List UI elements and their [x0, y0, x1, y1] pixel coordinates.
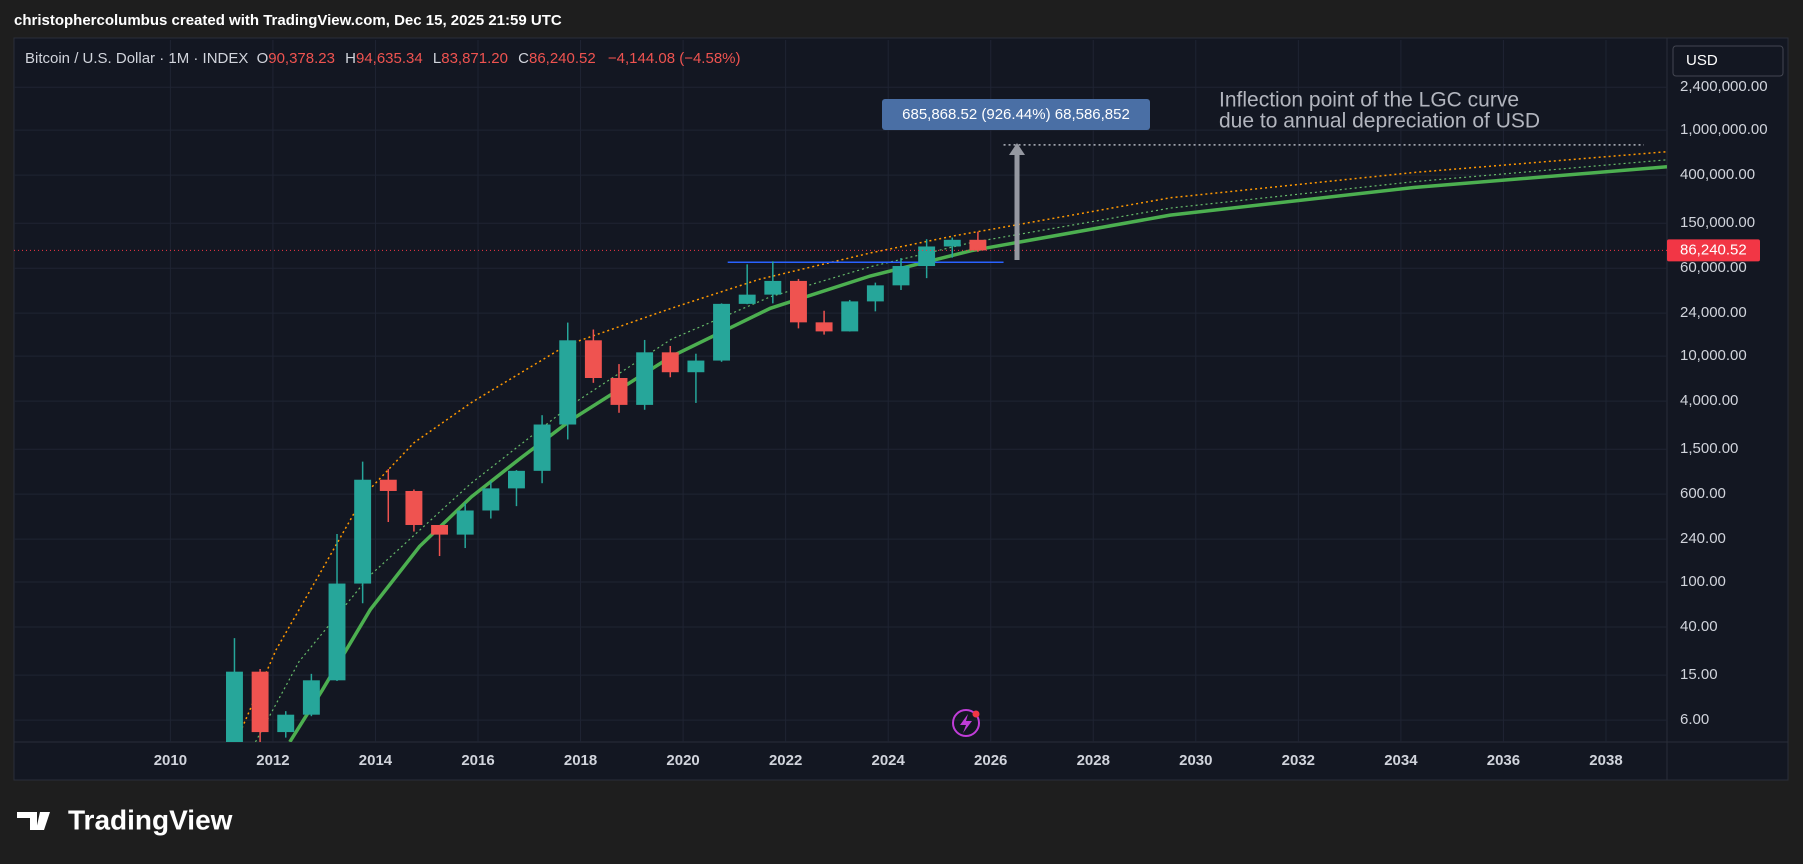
annotation: Inflection point of the LGC curve	[1219, 89, 1519, 112]
candle-body	[379, 479, 397, 491]
y-tick-label: 10,000.00	[1680, 347, 1747, 364]
chart-panel	[13, 37, 1789, 781]
legend-key: L	[433, 50, 441, 67]
last-price-badge	[1667, 239, 1760, 262]
y-tick-label: 60,000.00	[1680, 259, 1747, 276]
candle-body	[251, 671, 269, 733]
x-tick-label: 2030	[1179, 752, 1212, 769]
x-tick-label: 2026	[974, 752, 1007, 769]
candle-body	[482, 488, 500, 511]
candle-body	[764, 280, 782, 295]
x-tick-label: 2012	[256, 752, 289, 769]
candle-body	[328, 583, 346, 681]
brand-logo	[17, 812, 50, 830]
x-tick-label: 2016	[461, 752, 494, 769]
annotation: due to annual depreciation of USD	[1219, 110, 1540, 133]
candle-body	[738, 294, 756, 304]
candle-body	[277, 714, 295, 733]
x-tick-label: 2038	[1589, 752, 1622, 769]
measure-label-box	[882, 99, 1150, 130]
last-price-label: 86,240.52	[1680, 241, 1747, 258]
measure-label: 685,868.52 (926.44%) 68,586,852	[902, 106, 1130, 123]
candle-body	[559, 340, 577, 425]
currency-label: USD	[1686, 52, 1718, 69]
legend-value: 90,378.23	[268, 50, 335, 67]
x-tick-label: 2036	[1487, 752, 1520, 769]
event-icon-dot	[972, 710, 980, 718]
x-tick-label: 2034	[1384, 752, 1418, 769]
legend-symbol: Bitcoin / U.S. Dollar · 1M · INDEX	[25, 50, 248, 67]
y-tick-label: 1,000,000.00	[1680, 121, 1768, 138]
candle-body	[943, 239, 961, 247]
candle-body	[892, 266, 910, 286]
legend: Bitcoin / U.S. Dollar · 1M · INDEX O90,3…	[25, 50, 741, 67]
y-tick-label: 6.00	[1680, 711, 1709, 728]
candle-body	[918, 246, 936, 267]
y-tick-label: 150,000.00	[1680, 214, 1755, 231]
candle-body	[841, 301, 859, 332]
x-tick-label: 2022	[769, 752, 802, 769]
legend-value: 86,240.52	[529, 50, 596, 67]
legend-key: O	[257, 50, 269, 67]
x-tick-label: 2014	[359, 752, 393, 769]
candle-body	[584, 340, 602, 379]
candle-body	[636, 352, 654, 405]
candle-body	[713, 303, 731, 361]
y-tick-label: 4,000.00	[1680, 392, 1738, 409]
header-title: christophercolumbus created with Trading…	[14, 12, 562, 29]
y-tick-label: 240.00	[1680, 530, 1726, 547]
candle-body	[456, 510, 474, 535]
candle-body	[866, 285, 884, 302]
candle-body	[610, 378, 628, 405]
brand-name: TradingView	[68, 804, 233, 835]
candle-body	[815, 322, 833, 332]
legend-key: H	[345, 50, 356, 67]
y-tick-label: 2,400,000.00	[1680, 78, 1768, 95]
x-tick-label: 2010	[154, 752, 187, 769]
candle-body	[405, 490, 423, 525]
y-tick-label: 100.00	[1680, 573, 1726, 590]
y-tick-label: 40.00	[1680, 618, 1718, 635]
x-tick-label: 2018	[564, 752, 597, 769]
candle-body	[789, 280, 807, 323]
currency-button[interactable]	[1672, 45, 1784, 77]
plot	[14, 144, 1667, 742]
legend-change: −4,144.08 (−4.58%)	[608, 50, 741, 67]
y-tick-label: 1,500.00	[1680, 440, 1738, 457]
y-tick-label: 400,000.00	[1680, 166, 1755, 183]
candle-body	[431, 524, 449, 535]
x-tick-label: 2032	[1282, 752, 1315, 769]
x-tick-label: 2028	[1077, 752, 1110, 769]
axes: 6.00 15.00 40.00 100.00 240.00 600.00 1,500.00…	[154, 78, 1768, 769]
event-icon[interactable]	[952, 709, 980, 737]
event-icon-bolt	[960, 714, 972, 733]
candle-body	[354, 479, 372, 584]
candle-body	[226, 671, 243, 742]
candle-body	[302, 680, 320, 715]
candle-body	[687, 360, 705, 373]
candle-body	[533, 424, 551, 471]
x-tick-label: 2024	[871, 752, 905, 769]
candle-body	[661, 352, 679, 373]
measure-arrow-head	[1009, 143, 1025, 155]
legend-value: 83,871.20	[441, 50, 508, 67]
y-tick-label: 24,000.00	[1680, 304, 1747, 321]
legend-value: 94,635.34	[356, 50, 423, 67]
x-tick-label: 2020	[666, 752, 699, 769]
y-tick-label: 15.00	[1680, 666, 1718, 683]
candle-body	[969, 239, 987, 251]
legend-key: C	[518, 50, 529, 67]
candle-body	[508, 470, 525, 489]
y-tick-label: 600.00	[1680, 485, 1726, 502]
